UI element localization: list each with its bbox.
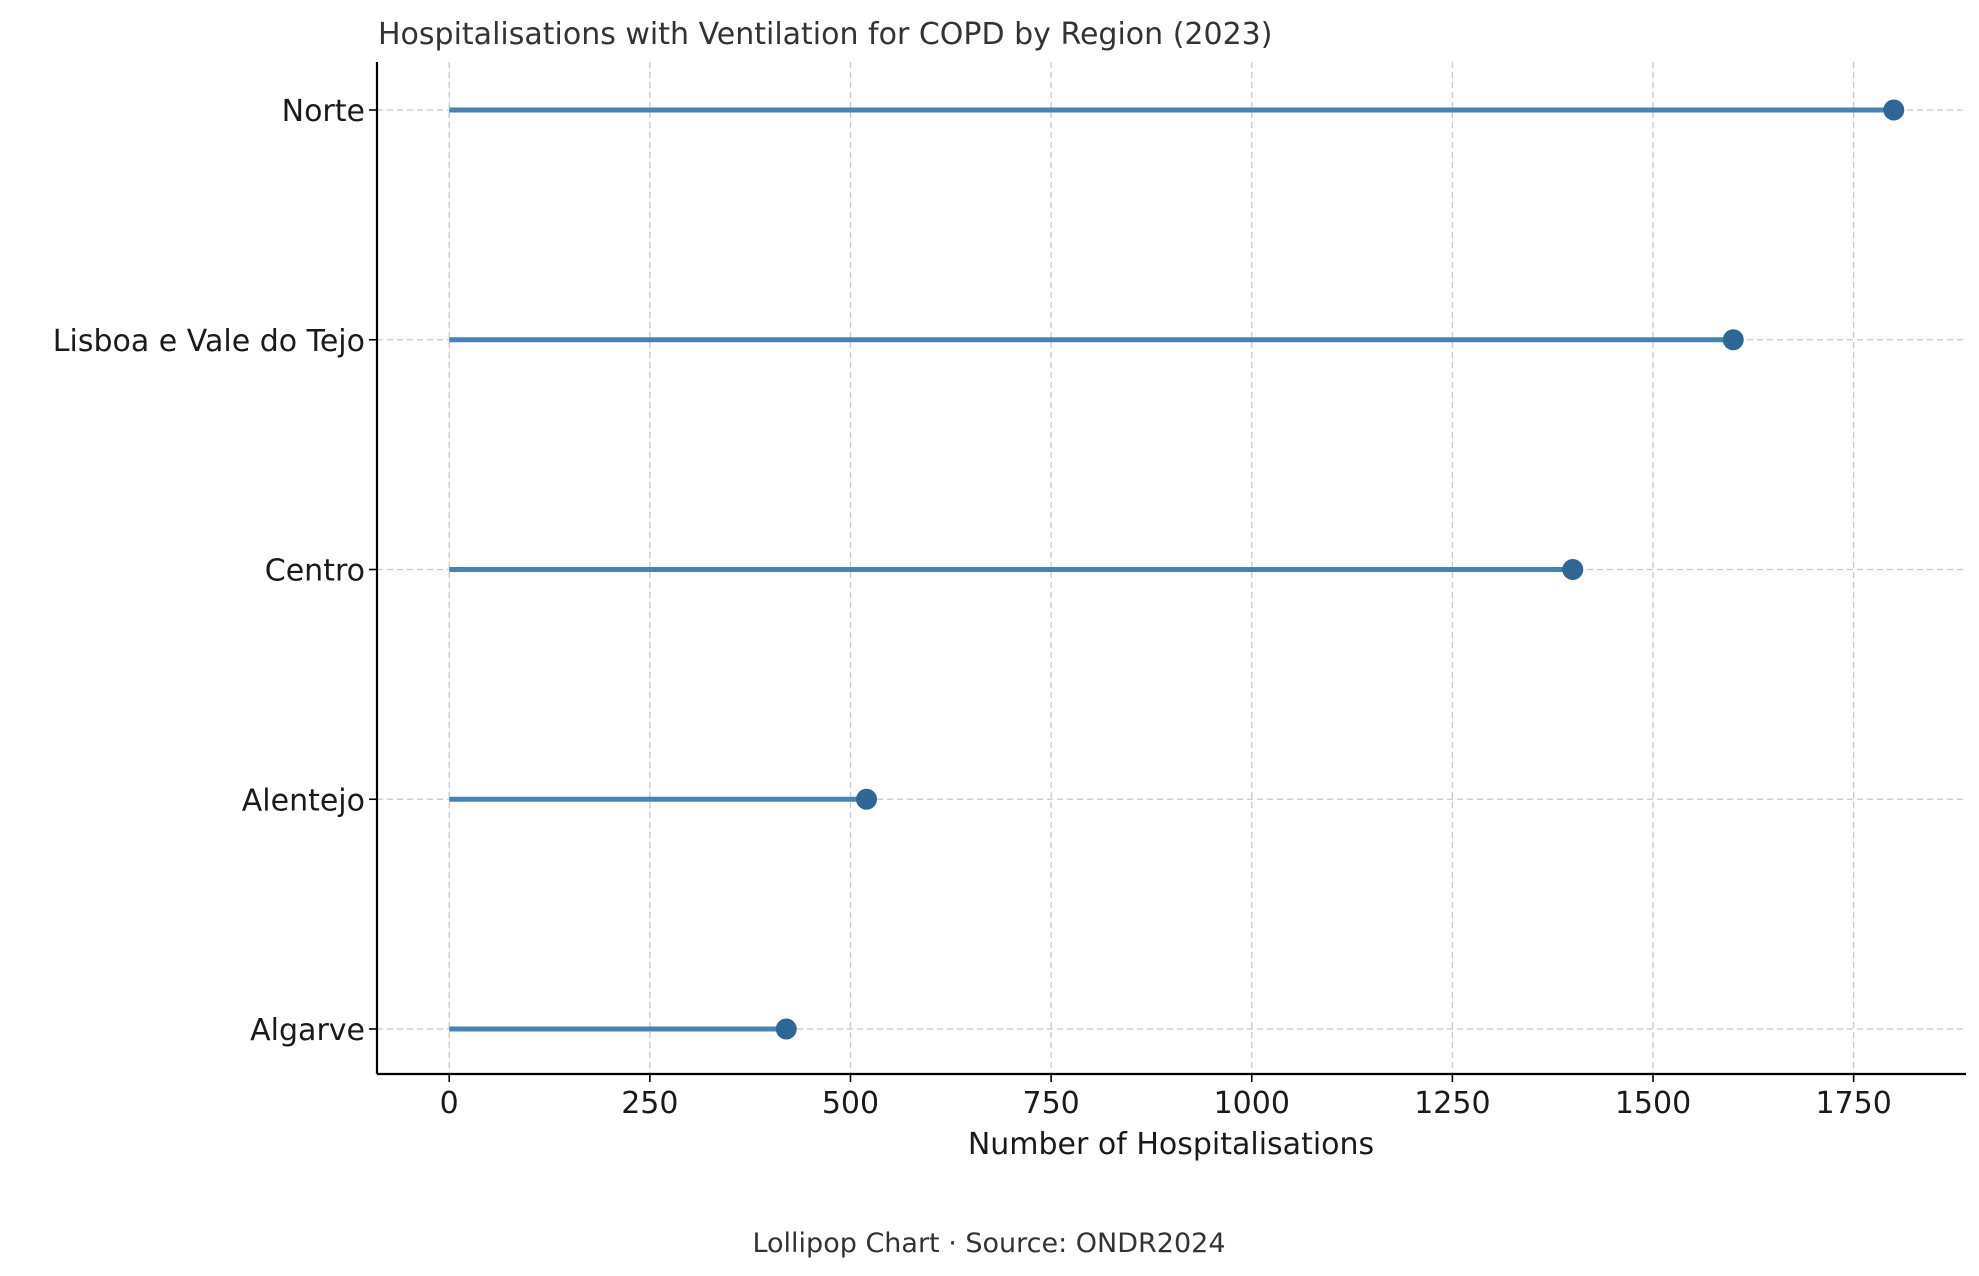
y-tick-label: Algarve — [250, 1013, 365, 1048]
lollipop-stems — [449, 107, 1894, 1032]
lollipop-markers — [775, 99, 1905, 1040]
x-tick-label: 250 — [621, 1086, 678, 1121]
lollipop-marker — [1562, 559, 1584, 580]
y-axis-ticks: Norte Lisboa e Vale do Tejo Centro Alentejo… — [53, 94, 377, 1048]
x-tick-label: 1250 — [1414, 1086, 1490, 1121]
x-tick-label: 1750 — [1815, 1086, 1891, 1121]
chart-title: Hospitalisations with Ventilation for CO… — [378, 17, 1272, 52]
x-tick-label: 500 — [822, 1086, 879, 1121]
lollipop-marker — [775, 1018, 797, 1040]
y-tick-label: Norte — [282, 94, 365, 129]
x-tick-label: 750 — [1022, 1086, 1079, 1121]
x-tick-label: 1000 — [1214, 1086, 1290, 1121]
x-axis-ticks: 0 250 500 750 1000 1250 1500 1750 — [440, 1074, 1892, 1121]
y-tick-label: Centro — [265, 554, 365, 589]
x-tick-label: 0 — [440, 1086, 459, 1121]
lollipop-marker — [856, 788, 878, 810]
lollipop-marker — [1722, 329, 1744, 351]
y-tick-label: Alentejo — [242, 783, 365, 818]
y-tick-label: Lisboa e Vale do Tejo — [53, 324, 365, 359]
x-axis-label: Number of Hospitalisations — [968, 1127, 1374, 1162]
x-tick-label: 1500 — [1615, 1086, 1691, 1121]
chart-caption: Lollipop Chart · Source: ONDR2024 — [752, 1228, 1225, 1259]
lollipop-marker — [1883, 99, 1905, 121]
